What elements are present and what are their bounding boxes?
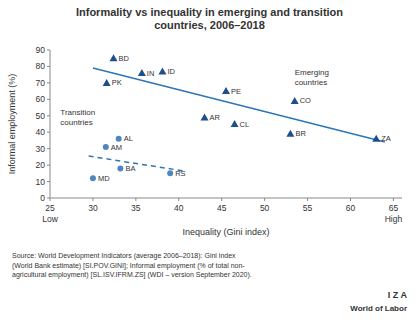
triangle-point xyxy=(158,67,166,74)
point-label: BD xyxy=(119,54,130,63)
y-tick xyxy=(47,181,50,182)
text-line: Source: World Development Indicators (av… xyxy=(12,252,236,260)
circle-point xyxy=(116,136,122,142)
y-tick xyxy=(47,148,50,149)
text-line: countries, 2006–2018 xyxy=(154,19,265,31)
triangle-point xyxy=(222,87,230,94)
text-line: countries xyxy=(60,118,92,127)
y-tick xyxy=(47,198,50,199)
y-tick xyxy=(47,66,50,67)
group-label: Transitioncountries xyxy=(60,108,95,127)
y-tick-label: 70 xyxy=(36,78,46,88)
x-tick xyxy=(92,198,93,201)
y-tick xyxy=(47,82,50,83)
x-tick-label: 50 xyxy=(260,203,270,213)
y-tick-label: 80 xyxy=(36,61,46,71)
circle-point xyxy=(167,170,173,176)
x-tick xyxy=(307,198,308,201)
group-label: Emergingcountries xyxy=(295,68,329,87)
circle-point xyxy=(103,144,109,150)
x-tick-label: 30 xyxy=(88,203,98,213)
y-axis-label: Informal employment (%) xyxy=(7,74,17,175)
point-label: PK xyxy=(112,78,122,87)
logo-text: I Z A xyxy=(388,290,408,300)
text-line: Emerging xyxy=(295,68,329,77)
x-tick-label: 40 xyxy=(174,203,184,213)
circle-point xyxy=(117,165,123,171)
point-label: BA xyxy=(125,164,135,173)
triangle-point xyxy=(201,113,209,120)
triangle-point xyxy=(110,54,118,61)
x-tick-label: 55 xyxy=(303,203,313,213)
trend-line xyxy=(93,68,385,142)
y-tick xyxy=(47,165,50,166)
point-label: CL xyxy=(240,120,250,129)
triangle-point xyxy=(231,120,239,127)
point-label: PE xyxy=(231,87,241,96)
text-line: agricultural employment) [SL.ISV.IFRM.ZS… xyxy=(12,271,252,279)
x-axis-label: Inequality (Gini index) xyxy=(182,227,269,237)
axis-note: High xyxy=(385,214,403,224)
y-tick-label: 10 xyxy=(36,177,46,187)
chart: Informality vs inequality in emerging an… xyxy=(0,0,419,322)
x-tick-label: 65 xyxy=(389,203,399,213)
y-tick-label: 40 xyxy=(36,127,46,137)
point-label: AR xyxy=(210,113,221,122)
y-tick-label: 60 xyxy=(36,94,46,104)
point-label: IN xyxy=(147,69,155,78)
x-tick-label: 35 xyxy=(131,203,141,213)
triangle-point xyxy=(291,97,299,104)
point-label: AM xyxy=(111,143,122,152)
source: Source: World Development Indicators (av… xyxy=(12,252,252,279)
y-tick-label: 0 xyxy=(40,193,45,203)
y-tick xyxy=(47,99,50,100)
text-line: Informality vs inequality in emerging an… xyxy=(76,6,343,18)
x-tick xyxy=(221,198,222,201)
x-tick-label: 25 xyxy=(45,203,55,213)
triangle-point xyxy=(103,79,111,86)
y-tick xyxy=(47,132,50,133)
point-labels: BD IN ID PK PE CO AR CL BR ZA ALAM BA MD RS xyxy=(98,54,391,183)
plot-area xyxy=(89,54,385,181)
text-line: (World Bank estimate) [SI.POV.GINI]; Inf… xyxy=(12,262,245,270)
x-tick-label: 45 xyxy=(217,203,227,213)
point-label: ZA xyxy=(381,134,391,143)
axis-note: Low xyxy=(42,214,58,224)
y-axis xyxy=(50,50,51,198)
x-axis xyxy=(50,198,402,199)
y-tick xyxy=(47,50,50,51)
logo-text: World of Labor xyxy=(350,304,407,313)
y-tick-label: 90 xyxy=(36,45,46,55)
title: Informality vs inequality in emerging an… xyxy=(76,6,343,31)
triangle-point xyxy=(286,130,294,137)
triangle-point xyxy=(138,69,146,76)
triangle-point xyxy=(372,135,380,142)
x-tick xyxy=(135,198,136,201)
y-tick-label: 20 xyxy=(36,160,46,170)
point-label: CO xyxy=(300,96,311,105)
y-tick-label: 50 xyxy=(36,111,46,121)
x-tick-label: 60 xyxy=(346,203,356,213)
point-label: AL xyxy=(124,134,133,143)
trend-line xyxy=(89,156,183,171)
x-tick xyxy=(350,198,351,201)
x-tick xyxy=(178,198,179,201)
text-line: countries xyxy=(295,78,327,87)
x-tick xyxy=(264,198,265,201)
point-label: ID xyxy=(167,67,175,76)
point-label: RS xyxy=(175,169,185,178)
point-label: MD xyxy=(98,174,110,183)
y-tick-label: 30 xyxy=(36,144,46,154)
x-tick xyxy=(393,198,394,201)
point-label: BR xyxy=(295,129,306,138)
circle-point xyxy=(90,175,96,181)
y-tick xyxy=(47,115,50,116)
text-line: Transition xyxy=(60,108,95,117)
